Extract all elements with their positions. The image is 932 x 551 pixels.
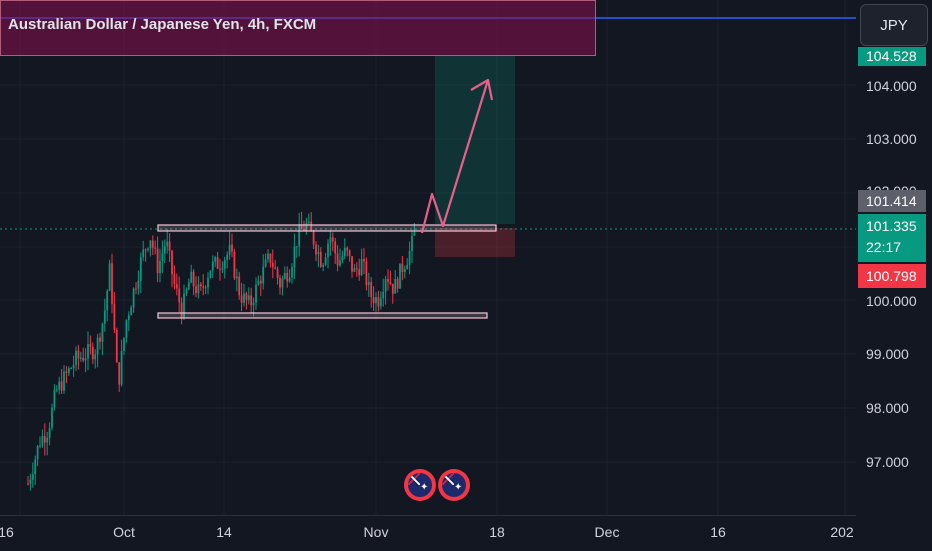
- title-box[interactable]: [0, 0, 596, 56]
- currency-button[interactable]: JPY: [860, 4, 928, 46]
- price-tick: 103.000: [866, 131, 917, 147]
- time-tick: 16: [710, 524, 726, 540]
- price-tick: 100.000: [866, 293, 917, 309]
- arrow-head-icon: [470, 78, 494, 101]
- chart-title: Australian Dollar / Japanese Yen, 4h, FX…: [8, 16, 317, 33]
- stop-price-label: 100.798: [858, 264, 926, 288]
- candlesticks: [27, 211, 416, 491]
- crosshair-price-label: 101.414: [858, 190, 926, 212]
- australia-flag-icon: [442, 473, 466, 497]
- time-tick: 16: [0, 524, 14, 540]
- support-zone[interactable]: [157, 312, 488, 319]
- australia-flag-icon: [408, 473, 432, 497]
- time-axis[interactable]: 16 Oct 14 Nov 18 Dec 16 202: [0, 515, 856, 551]
- price-tick: 104.000: [866, 78, 917, 94]
- time-tick: Oct: [113, 524, 135, 540]
- time-tick: Dec: [594, 524, 620, 540]
- bar-countdown: 22:17: [866, 239, 902, 255]
- price-tick: 99.000: [866, 346, 909, 362]
- price-tick: 97.000: [866, 454, 909, 470]
- last-price-label: 101.335 22:17: [858, 214, 926, 262]
- resistance-zone[interactable]: [157, 224, 497, 232]
- projection-arrow[interactable]: [420, 79, 490, 234]
- loss-zone[interactable]: [435, 228, 515, 257]
- price-tick: 98.000: [866, 400, 909, 416]
- event-flag-2[interactable]: [438, 469, 470, 501]
- target-price-label: 104.528: [858, 47, 926, 66]
- time-tick: 18: [489, 524, 505, 540]
- profit-zone[interactable]: [435, 56, 515, 224]
- time-tick: Nov: [363, 524, 389, 540]
- time-tick: 202: [830, 524, 854, 540]
- price-chart[interactable]: [0, 0, 856, 515]
- event-flag-1[interactable]: [404, 469, 436, 501]
- chart-area[interactable]: Australian Dollar / Japanese Yen, 4h, FX…: [0, 0, 856, 515]
- time-tick: 14: [216, 524, 232, 540]
- grid: [0, 0, 856, 515]
- last-price-value: 101.335: [866, 218, 917, 234]
